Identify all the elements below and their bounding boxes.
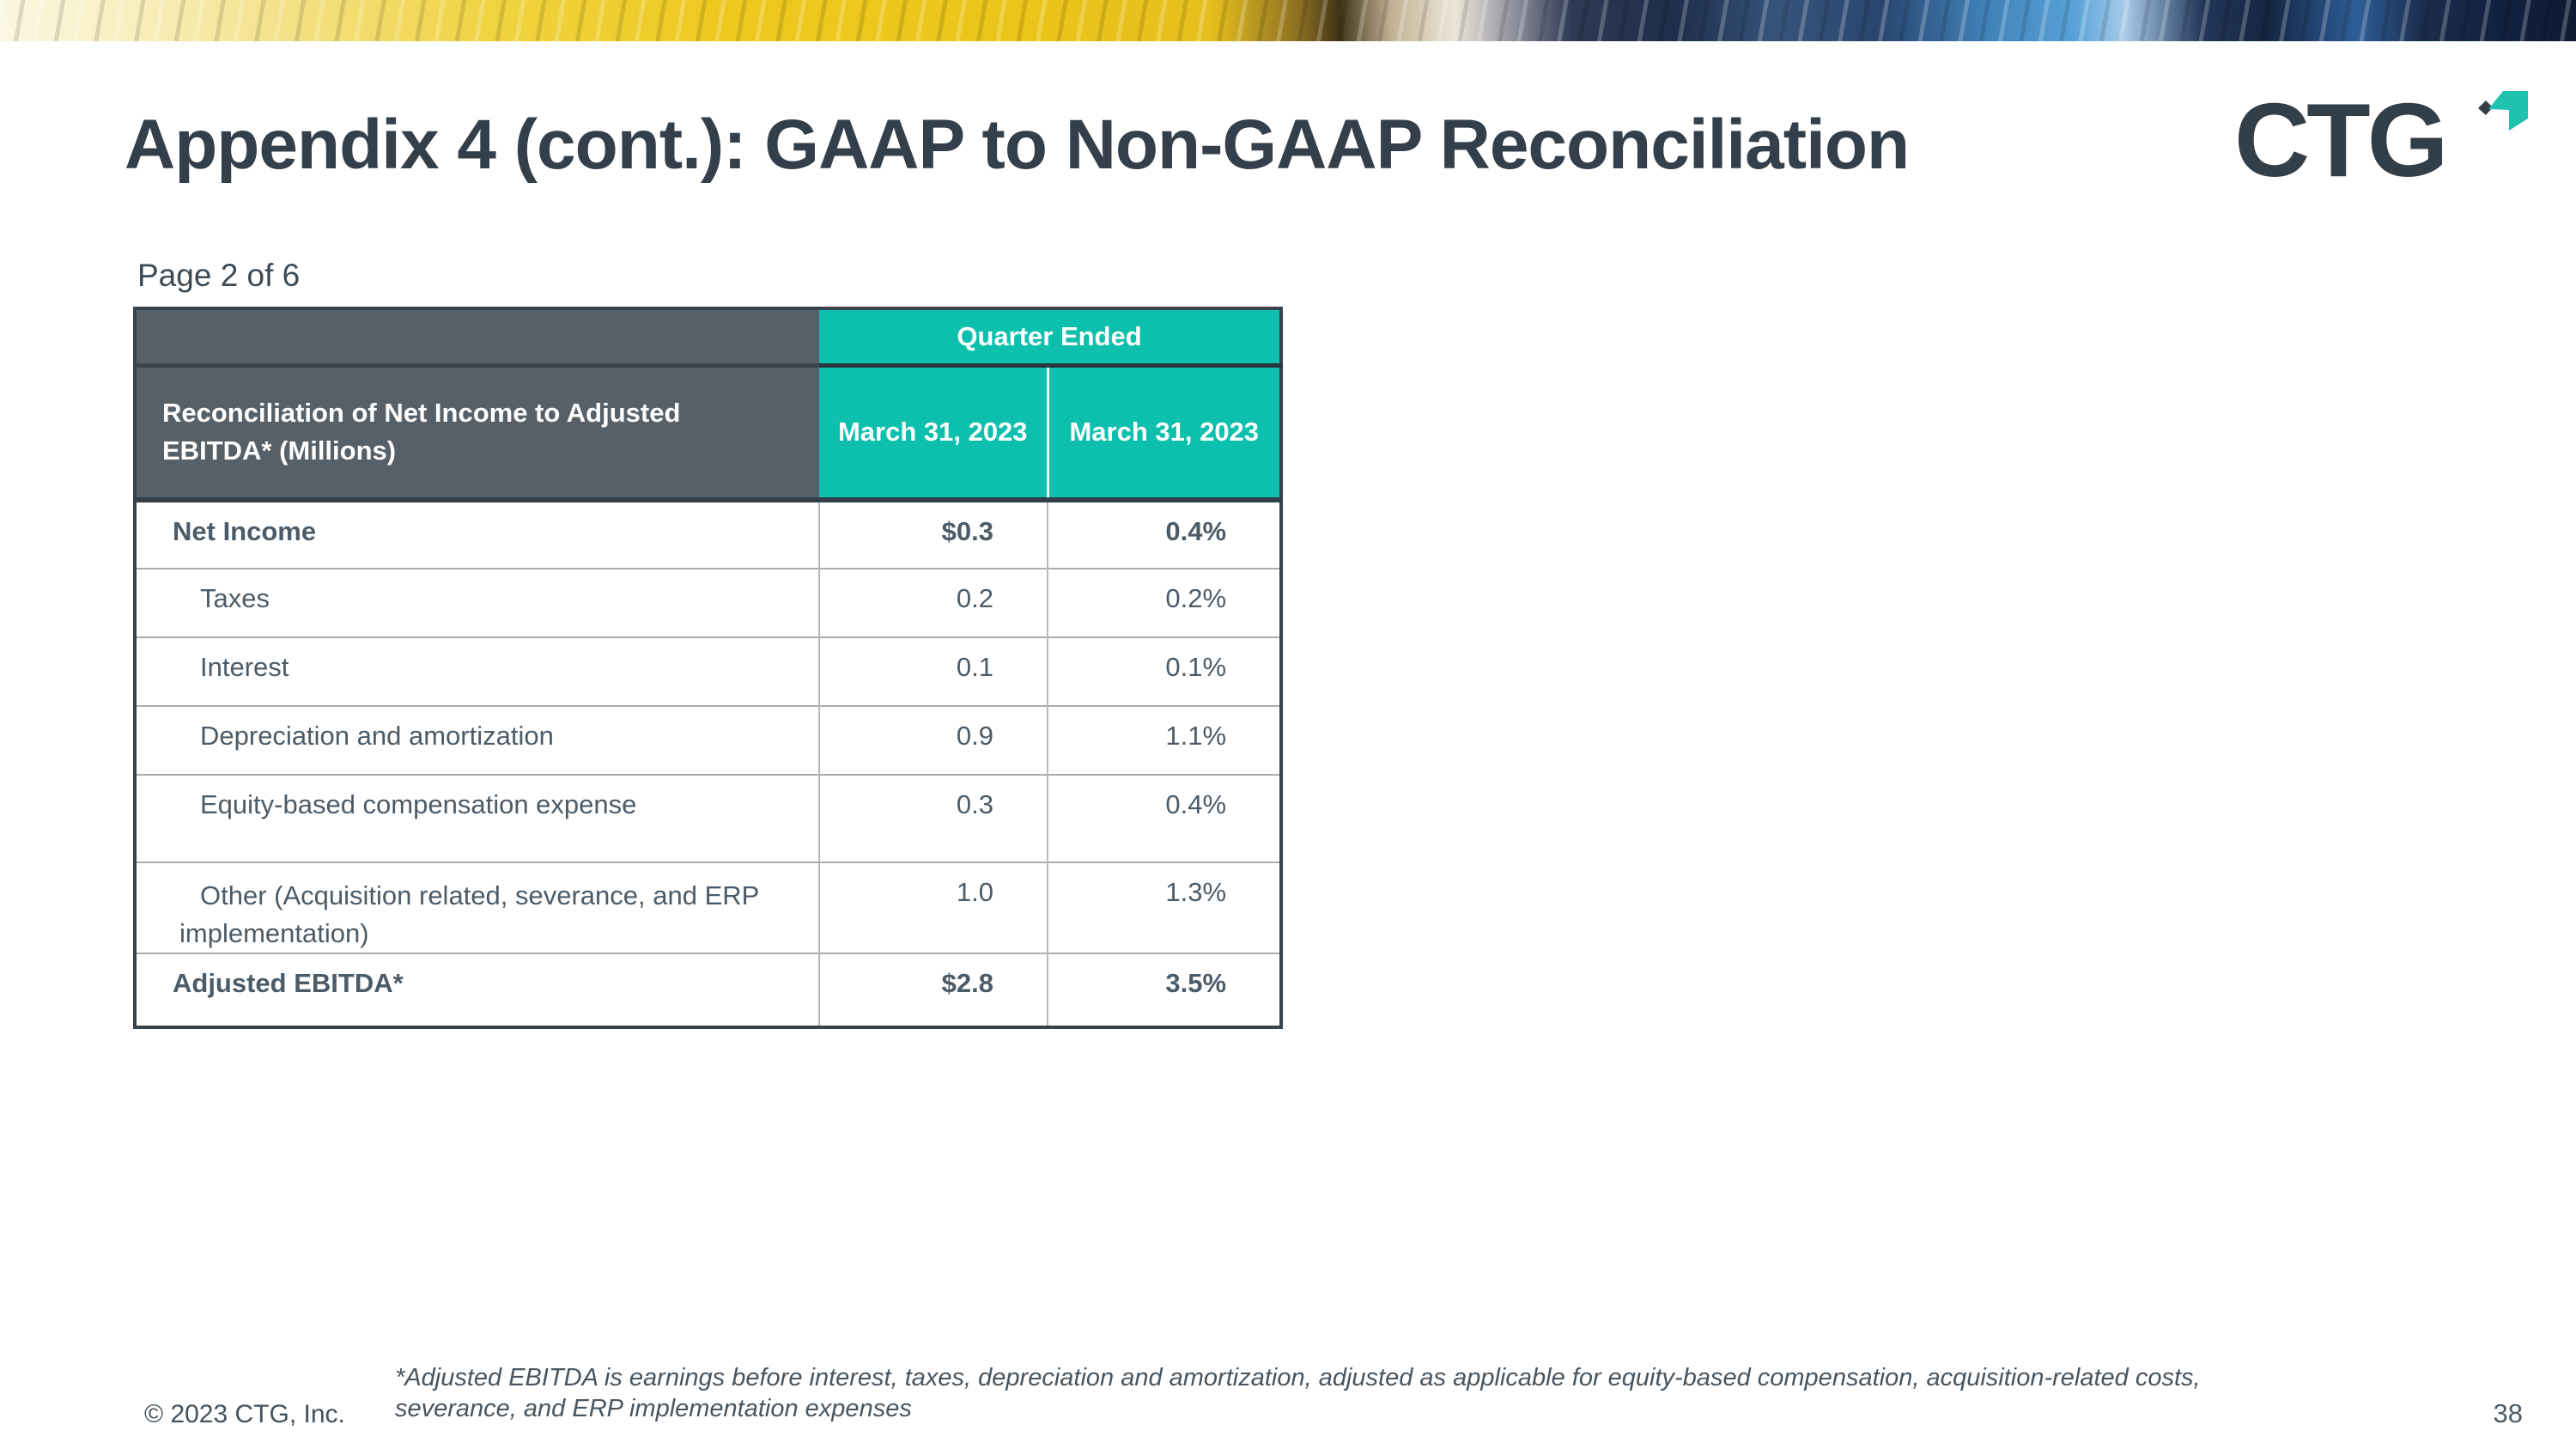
value-cell: 0.4% — [1046, 500, 1282, 569]
value-cell: 0.3 — [818, 774, 1048, 862]
value-cell: $2.8 — [818, 953, 1048, 1027]
table-row: Interest 0.1 0.1% — [135, 636, 1282, 706]
value-cell: 0.1 — [818, 636, 1048, 706]
value-cell: 1.0 — [818, 861, 1048, 953]
row-label-cell: Depreciation and amortization — [135, 705, 819, 775]
table-row: Equity-based compensation expense 0.3 0.… — [135, 774, 1282, 862]
group-header-row: Quarter Ended — [135, 308, 1282, 368]
value-cell: 0.9 — [818, 705, 1048, 775]
row-label-cell: Other (Acquisition related, severance, a… — [135, 861, 819, 953]
value-cell: 1.3% — [1046, 861, 1282, 953]
table-row: Taxes 0.2 0.2% — [135, 568, 1282, 637]
value-cell: 0.2% — [1046, 568, 1282, 637]
corner-cell — [135, 308, 819, 368]
row-label-cell: Equity-based compensation expense — [135, 774, 819, 862]
row-label-cell: Interest — [135, 636, 819, 706]
page-number: 38 — [2493, 1398, 2523, 1428]
value-cell: 0.2 — [818, 568, 1048, 637]
page-label: Page 2 of 6 — [137, 258, 301, 293]
value-cell: 3.5% — [1046, 953, 1282, 1027]
value-cell: 1.1% — [1046, 705, 1282, 775]
ctg-logo: CTG — [2234, 82, 2528, 198]
logo-arrow-icon — [2478, 91, 2528, 131]
row-label-cell: Taxes — [135, 568, 819, 637]
copyright: © 2023 CTG, Inc. — [144, 1400, 345, 1428]
table-row: Adjusted EBITDA* $2.8 3.5% — [135, 953, 1282, 1027]
row-label-cell: Adjusted EBITDA* — [135, 953, 819, 1027]
table-row: Other (Acquisition related, severance, a… — [135, 861, 1282, 953]
value-cell: 0.1% — [1046, 636, 1282, 706]
row-header-label-cell: Reconciliation of Net Income to Adjusted… — [135, 365, 819, 502]
column-header-cell: March 31, 2023 — [819, 365, 1048, 502]
column-header-cell: March 31, 2023 — [1046, 365, 1282, 502]
row-label-cell: Net Income — [173, 516, 317, 546]
table-row: Net Income $0.3 0.4% — [135, 500, 1282, 569]
table-row: Depreciation and amortization 0.9 1.1% — [135, 705, 1282, 775]
group-header-cell: Quarter Ended — [819, 308, 1282, 368]
value-cell: $0.3 — [818, 500, 1048, 569]
column-header-row: Reconciliation of Net Income to Adjusted… — [135, 365, 1282, 502]
slide-title: Appendix 4 (cont.): GAAP to Non-GAAP Rec… — [125, 106, 1910, 184]
reconciliation-table: Quarter Ended Reconciliation of Net Inco… — [133, 307, 1284, 1029]
banner-image — [0, 0, 2576, 41]
ctg-logo-text: CTG — [2234, 82, 2449, 198]
value-cell: 0.4% — [1046, 774, 1282, 862]
footnote: *Adjusted EBITDA is earnings before inte… — [395, 1364, 2201, 1422]
